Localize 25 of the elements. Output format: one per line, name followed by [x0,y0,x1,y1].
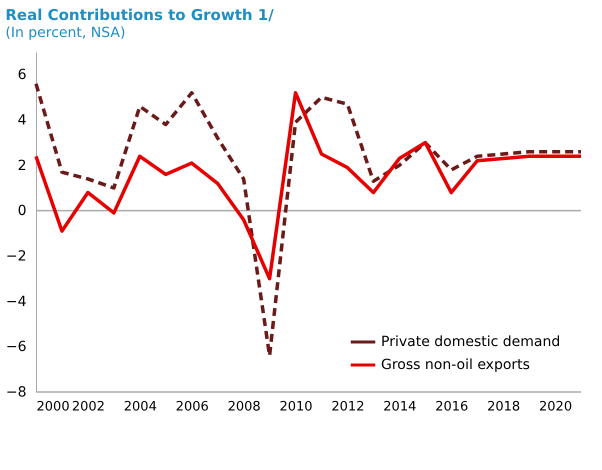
x-tick-label: 2020 [539,400,572,414]
line-series [34,91,583,280]
legend-label: Private domestic demand [381,334,560,350]
x-tick-label: 2004 [124,400,157,414]
y-tick-label: 6 [18,67,27,84]
x-tick-label: 2010 [279,400,313,414]
x-tick-label: 2018 [487,400,520,414]
chart-subtitle: (In percent, NSA) [5,25,126,41]
y-tick-label: −6 [6,339,27,356]
x-tick-label: 2012 [331,400,364,414]
x-tick-label: 2008 [228,400,261,414]
y-tick-label: −4 [6,294,27,310]
y-tick-label: 4 [18,112,27,128]
y-tick-label: 2 [18,158,26,174]
chart-title: Real Contributions to Growth 1/ [5,6,274,24]
x-tick-label: 2000 [36,400,70,414]
x-tick-label: 2014 [383,400,416,414]
y-tick-label: 0 [18,203,26,220]
x-tick-label: 2006 [176,400,209,414]
x-tick-label: 2002 [72,400,105,414]
y-tick-label: −8 [6,384,26,400]
y-tick-label: −2 [6,248,26,264]
line-series [34,82,583,358]
legend-label: Gross non-oil exports [381,357,530,373]
x-tick-label: 2016 [435,400,468,414]
